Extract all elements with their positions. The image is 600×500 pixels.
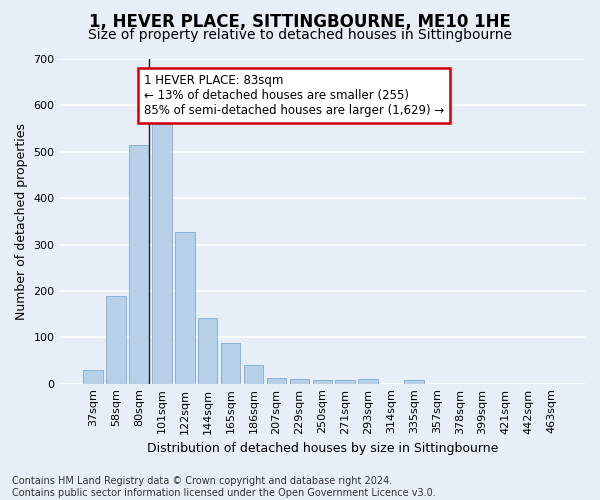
Bar	[358, 379, 378, 384]
Text: 1 HEVER PLACE: 83sqm
← 13% of detached houses are smaller (255)
85% of semi-deta: 1 HEVER PLACE: 83sqm ← 13% of detached h…	[144, 74, 445, 117]
Bar	[83, 370, 103, 384]
Bar	[244, 365, 263, 384]
Bar	[106, 296, 126, 384]
Bar	[290, 379, 309, 384]
Bar	[404, 380, 424, 384]
Bar	[267, 378, 286, 384]
Bar	[198, 318, 217, 384]
Bar	[175, 232, 194, 384]
Text: 1, HEVER PLACE, SITTINGBOURNE, ME10 1HE: 1, HEVER PLACE, SITTINGBOURNE, ME10 1HE	[89, 12, 511, 30]
Text: Contains HM Land Registry data © Crown copyright and database right 2024.
Contai: Contains HM Land Registry data © Crown c…	[12, 476, 436, 498]
Bar	[129, 145, 149, 384]
Text: Size of property relative to detached houses in Sittingbourne: Size of property relative to detached ho…	[88, 28, 512, 42]
Bar	[221, 344, 241, 384]
Y-axis label: Number of detached properties: Number of detached properties	[15, 123, 28, 320]
X-axis label: Distribution of detached houses by size in Sittingbourne: Distribution of detached houses by size …	[146, 442, 498, 455]
Bar	[335, 380, 355, 384]
Bar	[313, 380, 332, 384]
Bar	[152, 124, 172, 384]
